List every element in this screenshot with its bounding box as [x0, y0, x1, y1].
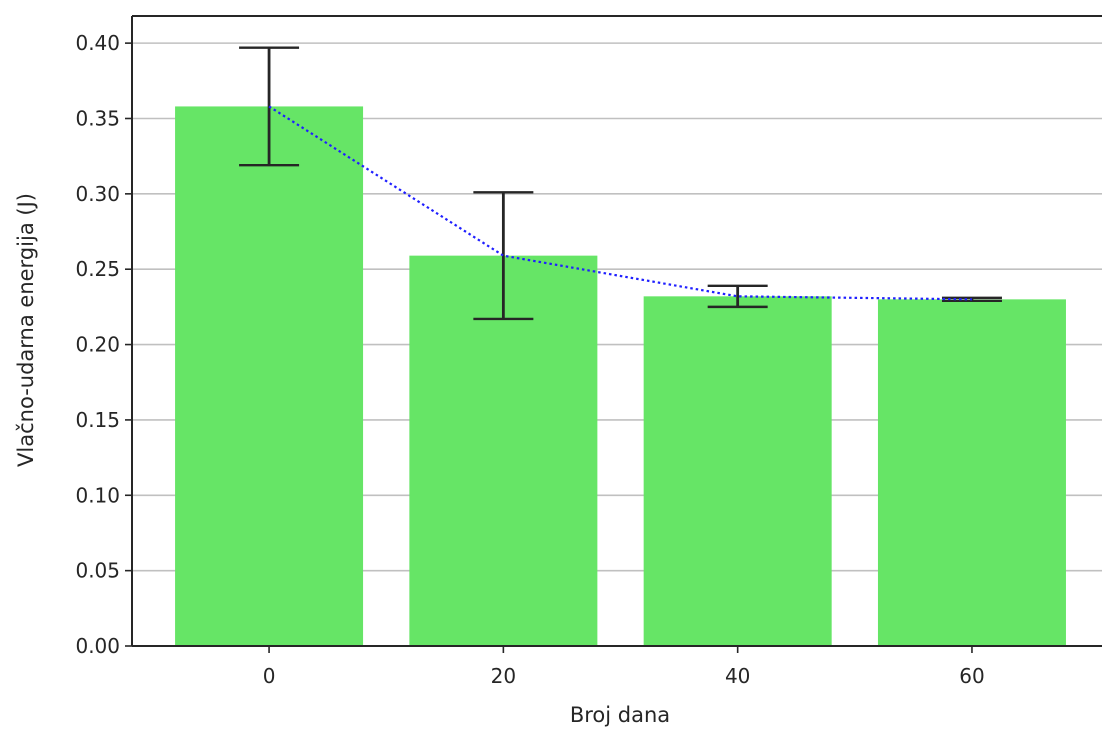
bar-0 [175, 106, 364, 647]
y-axis-title: Vlačno-udarna energija (J) [14, 193, 38, 467]
x-tick-label-0: 0 [263, 664, 276, 688]
bars [175, 106, 1066, 647]
bar-40 [643, 296, 832, 646]
y-tick-label-0: 0.00 [75, 634, 120, 658]
tick-labels: 0.00 0.05 0.10 0.15 0.20 0.25 0.30 0.35 0.40 0 20 4… [75, 31, 984, 688]
y-tick-label-3: 0.15 [75, 408, 120, 432]
y-tick-label-7: 0.35 [75, 106, 120, 130]
axes [125, 15, 1102, 653]
y-tick-label-8: 0.40 [75, 31, 120, 55]
y-tick-label-1: 0.05 [75, 559, 120, 583]
x-tick-label-1: 20 [491, 664, 516, 688]
x-axis-title: Broj dana [570, 703, 670, 727]
trend-line-path [268, 105, 972, 301]
y-tick-label-5: 0.25 [75, 257, 120, 281]
bar-20 [409, 255, 598, 646]
y-tick-label-2: 0.10 [75, 483, 120, 507]
y-tick-label-4: 0.20 [75, 333, 120, 357]
bar-60 [877, 299, 1066, 646]
x-tick-label-3: 60 [959, 664, 984, 688]
y-tick-label-6: 0.30 [75, 182, 120, 206]
trend-line [268, 105, 972, 301]
x-tick-label-2: 40 [725, 664, 750, 688]
